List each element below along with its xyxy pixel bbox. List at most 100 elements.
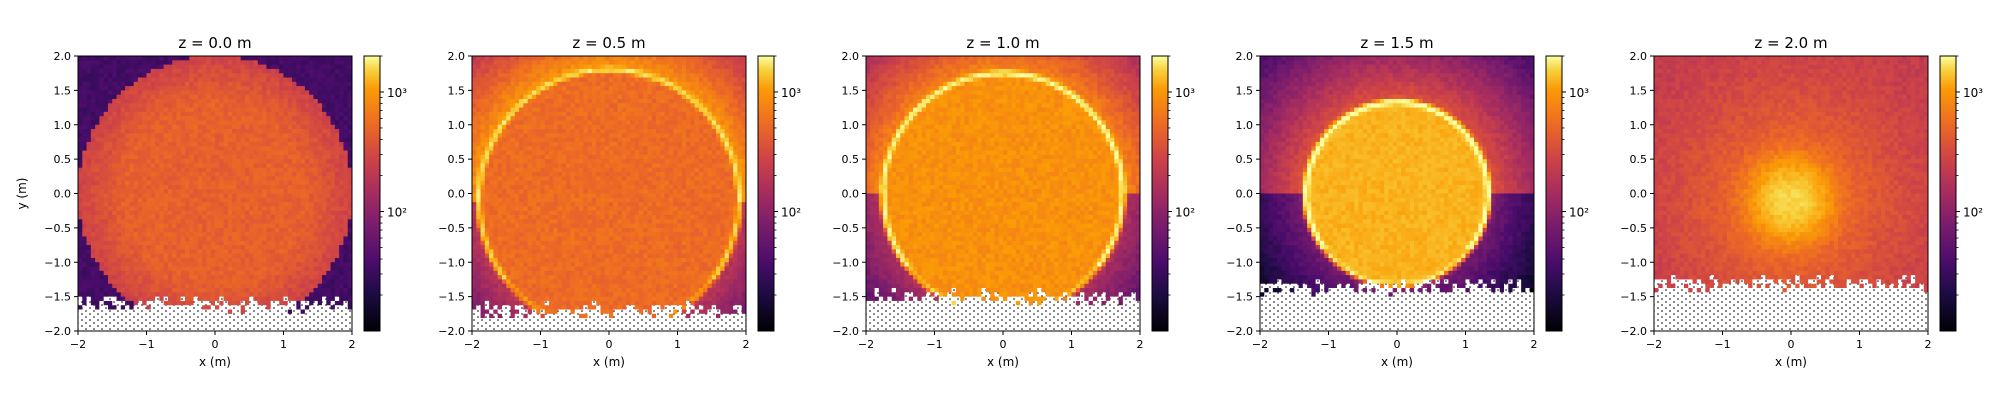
heatmap-cell [287,292,293,298]
heatmap-cell [257,56,263,61]
heatmap-cell [326,133,331,139]
heatmap-cell [317,202,323,207]
heatmap-cell [326,73,331,78]
heatmap-cell [253,184,259,190]
heatmap-cell [506,111,511,117]
heatmap-cell [176,210,182,216]
heatmap-cell [472,77,477,83]
heatmap-cell [232,202,237,207]
heatmap-cell [185,305,190,310]
heatmap-cell [480,210,486,216]
heatmap-cell [330,249,336,255]
heatmap-cell [103,120,109,126]
heatmap-cell [497,120,503,126]
heatmap-cell [95,305,100,310]
heatmap-cell [227,60,233,65]
heatmap-cell [270,64,276,70]
heatmap-cell [112,202,117,207]
heatmap-cell [116,232,122,237]
heatmap-cell [347,116,353,121]
heatmap-cell [206,262,212,267]
heatmap-cell [274,249,280,255]
heatmap-cell [180,146,186,151]
heatmap-cell [159,124,165,130]
heatmap-cell [133,300,139,306]
heatmap-cell [347,184,353,190]
heatmap-cell [257,227,263,233]
heatmap-cell [300,193,306,199]
heatmap-cell [107,129,113,134]
heatmap-cell [283,73,289,78]
heatmap-cell [343,279,349,285]
heatmap-cell [189,154,194,160]
heatmap-cell [95,309,100,315]
heatmap-cell [90,266,96,272]
heatmap-cell [146,159,152,164]
heatmap-cell [476,288,481,293]
heatmap-cell [270,318,276,323]
heatmap-cell [501,300,507,306]
heatmap-cell [219,292,224,298]
heatmap-cell [262,103,267,108]
heatmap-cell [510,236,516,242]
heatmap-cell [159,232,165,237]
heatmap-cell [489,73,494,78]
heatmap-cell [90,129,96,134]
heatmap-cell [253,283,259,289]
heatmap-cell [317,219,323,224]
heatmap-cell [304,120,310,126]
heatmap-cell [176,163,182,169]
heatmap-cell [189,223,194,229]
heatmap-cell [120,309,126,315]
heatmap-cell [236,154,242,160]
heatmap-cell [176,300,182,306]
heatmap-cell [210,253,216,259]
heatmap-cell [326,275,331,280]
heatmap-cell [78,266,83,272]
heatmap-cell [501,262,507,267]
heatmap-cell [519,120,524,126]
heatmap-cell [206,189,212,194]
heatmap-cell [103,124,109,130]
heatmap-cell [300,219,306,224]
heatmap-cell [472,60,477,65]
heatmap-cell [185,202,190,207]
y-tick-label: 2.0 [54,50,72,63]
heatmap-cell [244,90,250,96]
heatmap-cell [120,227,126,233]
heatmap-cell [120,283,126,289]
heatmap-cell [78,206,83,212]
heatmap-cell [313,86,319,91]
heatmap-cell [506,197,511,203]
heatmap-cell [99,163,105,169]
heatmap-cell [78,214,83,220]
heatmap-cell [150,219,156,224]
heatmap-cell [484,124,490,130]
heatmap-cell [172,240,177,246]
heatmap-cell [176,141,182,147]
heatmap-cell [176,275,182,280]
heatmap-cell [137,193,143,199]
heatmap-cell [159,300,165,306]
heatmap-cell [120,141,126,147]
heatmap-cell [159,111,165,117]
heatmap-cell [116,163,122,169]
heatmap-cell [236,206,242,212]
heatmap-cell [484,240,490,246]
heatmap-cell [189,81,194,87]
heatmap-cell [326,279,331,285]
heatmap-cell [313,270,319,276]
heatmap-cell [249,60,254,65]
heatmap-cell [86,111,92,117]
heatmap-cell [219,73,224,78]
heatmap-cell [493,68,499,74]
heatmap-cell [107,146,113,151]
heatmap-cell [180,60,186,65]
heatmap-cell [103,116,109,121]
heatmap-cell [146,292,152,298]
heatmap-cell [116,206,122,212]
heatmap-cell [240,90,246,96]
heatmap-cell [292,313,297,319]
heatmap-cell [257,270,263,276]
heatmap-cell [287,313,293,319]
